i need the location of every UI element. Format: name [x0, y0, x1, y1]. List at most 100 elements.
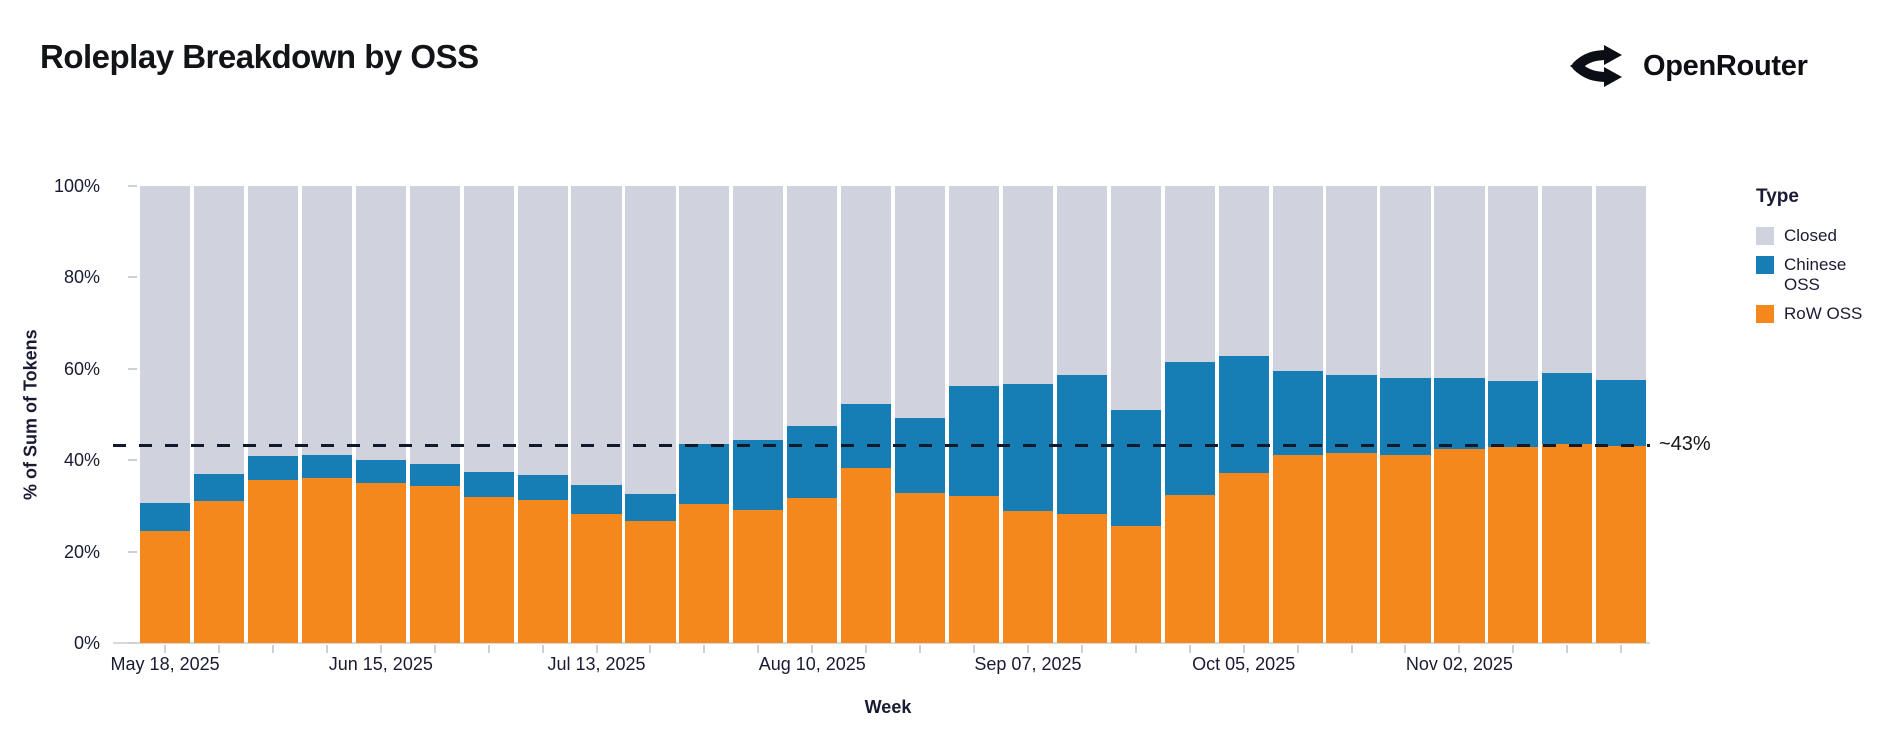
bar-segment-closed — [1434, 186, 1485, 378]
bar-segment-row-oss — [841, 467, 892, 643]
x-tick-mark — [595, 645, 598, 653]
x-tick-mark — [1188, 645, 1191, 653]
bar-segment-closed — [140, 186, 191, 503]
x-tick-mark — [487, 645, 490, 653]
legend-title: Type — [1756, 186, 1799, 207]
bar-segment-closed — [1326, 186, 1377, 376]
x-tick-mark — [541, 645, 544, 653]
bar-nov-09-2025[interactable] — [1488, 186, 1539, 643]
bar-segment-chinese-oss — [1542, 373, 1593, 445]
bar-oct-12-2025[interactable] — [1272, 186, 1323, 643]
bar-segment-closed — [1110, 186, 1161, 411]
bar-oct-19-2025[interactable] — [1326, 186, 1377, 643]
x-tick-mark — [325, 645, 328, 653]
bar-segment-row-oss — [1596, 445, 1647, 643]
bar-sep-07-2025[interactable] — [1002, 186, 1054, 643]
bar-sep-14-2025[interactable] — [1056, 186, 1107, 643]
bar-may-18-2025[interactable] — [140, 186, 191, 643]
bar-segment-row-oss — [193, 501, 245, 643]
y-tick-mark — [128, 642, 137, 644]
bar-segment-chinese-oss — [1488, 381, 1539, 448]
legend-swatch-row-oss — [1756, 305, 1774, 323]
y-tick-label-0: 0% — [73, 633, 100, 653]
bar-jun-29-2025[interactable] — [463, 186, 514, 643]
bar-jun-08-2025[interactable] — [301, 186, 352, 643]
bar-may-25-2025[interactable] — [193, 186, 245, 643]
bar-segment-row-oss — [1326, 453, 1377, 643]
bar-segment-chinese-oss — [517, 474, 568, 501]
bar-segment-row-oss — [895, 492, 946, 643]
bar-segment-chinese-oss — [247, 455, 299, 480]
y-tick-label-60: 60% — [63, 358, 100, 379]
bar-jun-22-2025[interactable] — [409, 186, 460, 643]
legend-items: Closed Chinese OSS RoW OSS — [1756, 226, 1866, 324]
bar-segment-closed — [1164, 186, 1215, 363]
bar-segment-chinese-oss — [1218, 356, 1269, 473]
bar-segment-closed — [193, 186, 245, 474]
bar-segment-closed — [841, 186, 892, 404]
bar-oct-26-2025[interactable] — [1380, 186, 1431, 643]
bar-segment-chinese-oss — [140, 502, 191, 532]
bar-segment-closed — [1056, 186, 1107, 375]
openrouter-logo-text: OpenRouter — [1643, 49, 1808, 82]
bar-jun-01-2025[interactable] — [247, 186, 299, 643]
y-tick-label-40: 40% — [63, 450, 100, 471]
y-tick-label-80: 80% — [63, 267, 100, 288]
y-tick-mark — [128, 459, 137, 462]
bar-segment-chinese-oss — [1596, 380, 1647, 446]
bar-jul-20-2025[interactable] — [625, 186, 676, 643]
x-tick-mark — [1080, 645, 1083, 653]
bar-segment-row-oss — [1002, 510, 1054, 643]
openrouter-icon — [1568, 42, 1628, 90]
bar-jun-15-2025[interactable] — [355, 186, 406, 643]
legend-swatch-closed — [1756, 227, 1774, 245]
threshold-annotation: ~43% — [1659, 433, 1711, 456]
bar-aug-17-2025[interactable] — [841, 186, 892, 643]
bar-segment-closed — [247, 186, 299, 456]
x-tick-mark — [1404, 645, 1407, 653]
bar-oct-05-2025[interactable] — [1218, 186, 1269, 643]
bar-segment-closed — [1542, 186, 1593, 374]
bar-sep-28-2025[interactable] — [1164, 186, 1215, 643]
x-tick-mark — [164, 645, 167, 653]
bar-segment-closed — [355, 186, 406, 460]
bar-jul-06-2025[interactable] — [517, 186, 568, 643]
threshold-dashed-line — [113, 444, 1650, 448]
bar-segment-row-oss — [355, 483, 406, 643]
bar-segment-row-oss — [571, 513, 622, 643]
x-tick-mark — [218, 645, 221, 653]
bar-segment-chinese-oss — [301, 454, 352, 479]
bar-segment-row-oss — [733, 510, 784, 643]
openrouter-logo[interactable]: OpenRouter — [1568, 42, 1808, 90]
bar-nov-16-2025[interactable] — [1542, 186, 1593, 643]
bar-aug-03-2025[interactable] — [733, 186, 784, 643]
legend-item-closed[interactable]: Closed — [1756, 226, 1866, 246]
bar-nov-02-2025[interactable] — [1434, 186, 1485, 643]
bar-segment-chinese-oss — [787, 426, 838, 499]
bar-segment-chinese-oss — [1002, 383, 1054, 511]
bar-segment-row-oss — [1380, 454, 1431, 643]
x-tick-mark — [1026, 645, 1029, 653]
y-tick-mark — [128, 185, 137, 187]
bar-segment-row-oss — [301, 478, 352, 643]
legend-swatch-chinese-oss — [1756, 256, 1774, 274]
bar-segment-row-oss — [140, 531, 191, 643]
bar-segment-chinese-oss — [948, 386, 1000, 496]
y-tick-mark — [128, 276, 137, 279]
bar-aug-24-2025[interactable] — [895, 186, 946, 643]
bar-aug-31-2025[interactable] — [948, 186, 1000, 643]
page-title: Roleplay Breakdown by OSS — [40, 38, 479, 75]
bar-segment-chinese-oss — [193, 473, 245, 502]
x-tick-label-nov-02-2025: Nov 02, 2025 — [1405, 654, 1513, 674]
legend-item-chinese-oss[interactable]: Chinese OSS — [1756, 255, 1866, 295]
legend: Type Closed Chinese OSS RoW OSS — [1756, 186, 1866, 333]
x-tick-mark — [433, 645, 436, 653]
bar-jul-13-2025[interactable] — [571, 186, 622, 643]
bar-aug-10-2025[interactable] — [787, 186, 838, 643]
legend-item-row-oss[interactable]: RoW OSS — [1756, 304, 1866, 324]
bar-sep-21-2025[interactable] — [1110, 186, 1161, 643]
bar-jul-27-2025[interactable] — [679, 186, 730, 643]
bar-nov-23-2025[interactable] — [1596, 186, 1647, 643]
x-tick-mark — [1566, 645, 1569, 653]
x-axis-title: Week — [864, 697, 912, 717]
